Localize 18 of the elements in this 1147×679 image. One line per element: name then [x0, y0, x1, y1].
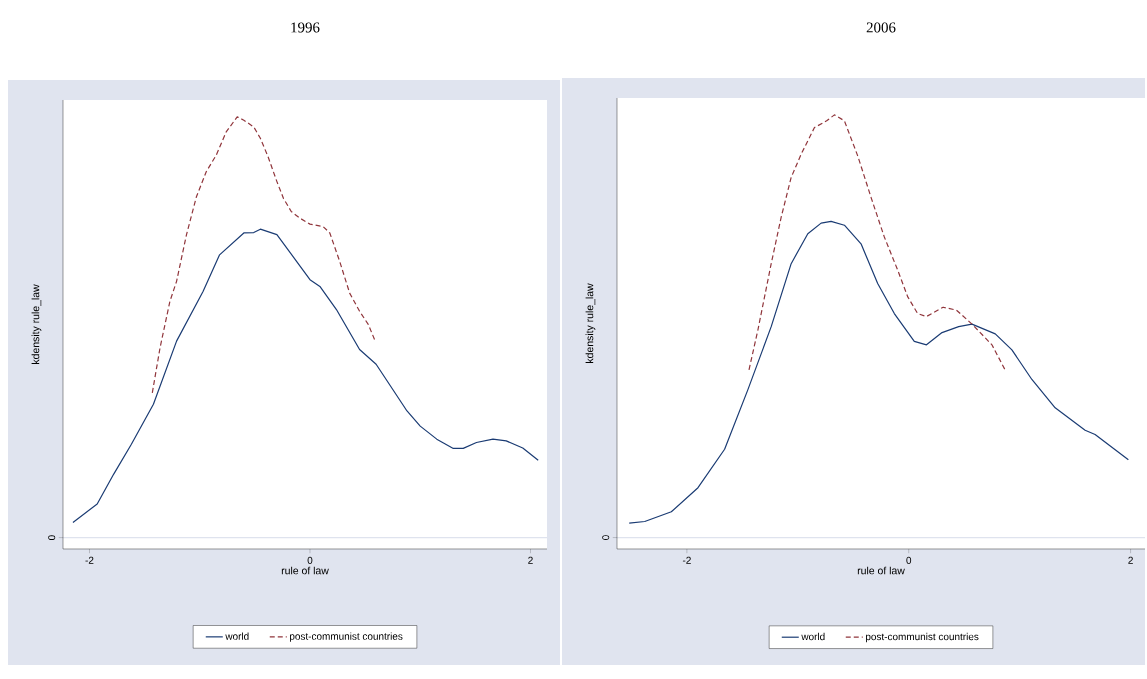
x-tick-label: -2	[682, 556, 691, 564]
chart-title: 1996	[291, 22, 320, 33]
x-axis-title: rule of law	[281, 566, 329, 575]
legend-label: post-communist countries	[866, 632, 979, 643]
ref-line-label: 0	[48, 535, 56, 540]
x-tick-label: 2	[528, 556, 533, 564]
legend-label: world	[801, 632, 825, 641]
legend-label: world	[225, 632, 249, 640]
legend-label: post-communist countries	[290, 632, 403, 642]
x-axis-title: rule of law	[857, 566, 905, 575]
x-tick-label: 0	[307, 556, 313, 564]
x-tick-label: 0	[906, 556, 912, 564]
ref-line-label: 0	[602, 535, 610, 540]
x-tick-label: -2	[85, 556, 94, 564]
chart-title: 2006	[866, 22, 896, 33]
y-axis-title: kdensity rule_law	[31, 284, 42, 364]
x-tick-label: 2	[1128, 556, 1133, 564]
y-axis-title: kdensity rule_law	[585, 283, 596, 363]
